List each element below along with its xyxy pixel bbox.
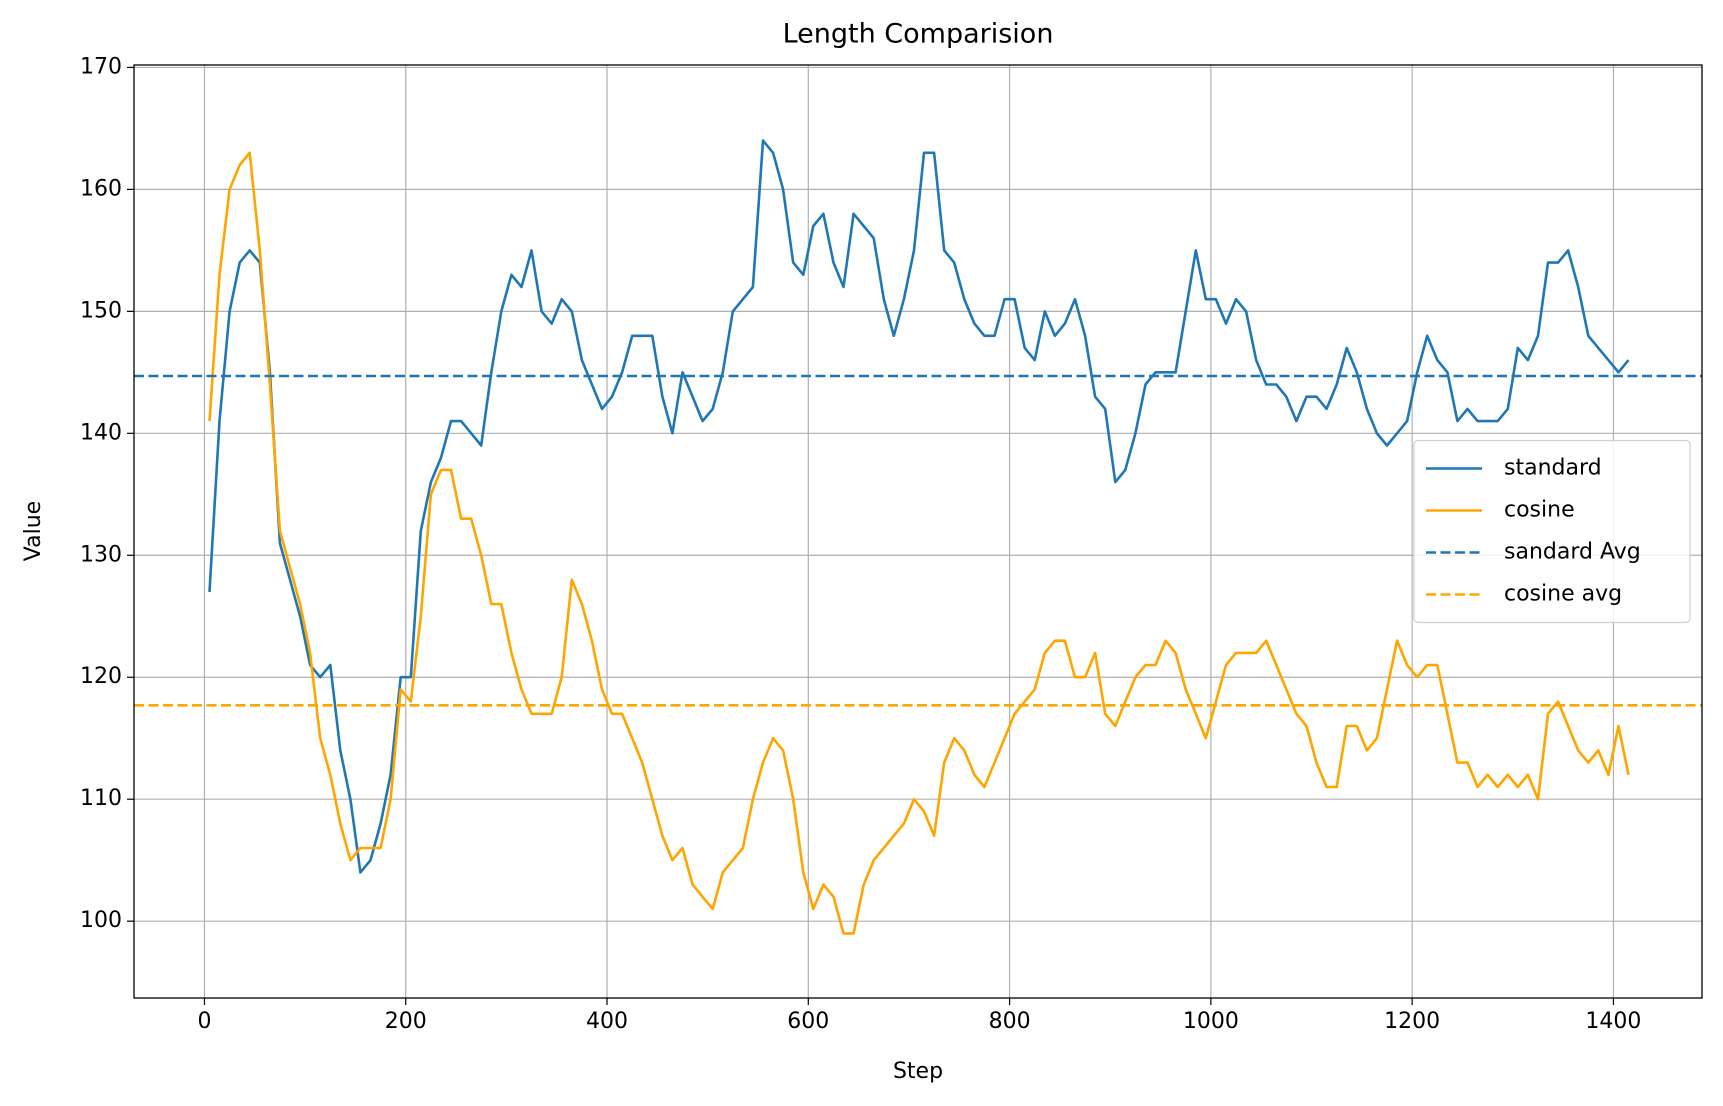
y-tick-label: 170 [80, 54, 122, 79]
y-tick-label: 110 [80, 786, 122, 811]
y-tick-label: 140 [80, 420, 122, 445]
x-tick-label: 1400 [1585, 1009, 1641, 1034]
y-tick-label: 150 [80, 298, 122, 323]
series-line [208, 151, 1630, 935]
plot-frame [133, 64, 1703, 999]
y-tick-label: 120 [80, 664, 122, 689]
legend: standard cosine sandard Avg cosine avg [1413, 439, 1691, 624]
legend-label: cosine avg [1504, 582, 1622, 607]
y-axis-label: Value [21, 501, 46, 561]
x-tick-label: 600 [787, 1009, 829, 1034]
y-tick-label: 160 [80, 176, 122, 201]
y-tick-label: 100 [80, 908, 122, 933]
x-tick-label: 400 [586, 1009, 628, 1034]
legend-label: sandard Avg [1504, 540, 1641, 565]
series-line [208, 139, 1630, 874]
x-tick-label: 800 [989, 1009, 1031, 1034]
x-tick-label: 1000 [1183, 1009, 1239, 1034]
legend-label: standard [1504, 456, 1602, 481]
x-tick-label: 1200 [1384, 1009, 1440, 1034]
x-tick-label: 0 [197, 1009, 211, 1034]
legend-box [1413, 439, 1691, 624]
x-tick-label: 200 [385, 1009, 427, 1034]
y-tick-label: 130 [80, 542, 122, 567]
legend-label: cosine [1504, 498, 1575, 523]
chart-title: Length Comparision [783, 19, 1054, 50]
x-axis-label: Step [893, 1059, 943, 1084]
